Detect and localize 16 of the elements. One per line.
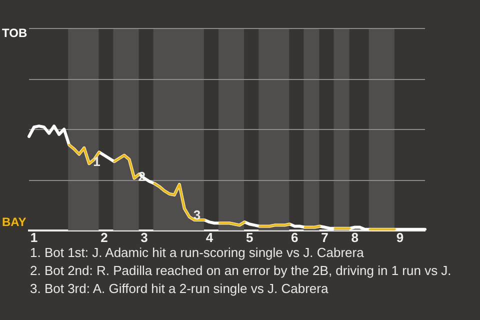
text: TOB	[2, 26, 28, 40]
x-tick-label: 7	[321, 230, 328, 245]
x-tick-label: 8	[351, 230, 358, 245]
x-tick-label: 1	[30, 230, 38, 245]
text: 2. Bot 2nd: R. Padilla reached on an error by the 2B, driving in 1 run vs J.	[30, 262, 452, 280]
x-tick-label: 5	[246, 230, 254, 245]
x-tick-label: 6	[291, 230, 298, 245]
text: 1. Bot 1st: J. Adamic hit a run-scoring single vs J. Cabrera	[30, 244, 365, 262]
x-tick-label: 2	[100, 230, 108, 245]
x-tick-label: 9	[396, 230, 404, 245]
text: BAY	[2, 215, 26, 230]
x-tick-label: 3	[140, 230, 148, 245]
annotation: 1	[93, 154, 100, 170]
text: 3. Bot 3rd: A. Gifford hit a 2-run single vs J. Cabrera	[30, 280, 330, 298]
annotation: 3	[193, 207, 201, 222]
x-tick-label: 4	[206, 230, 214, 245]
